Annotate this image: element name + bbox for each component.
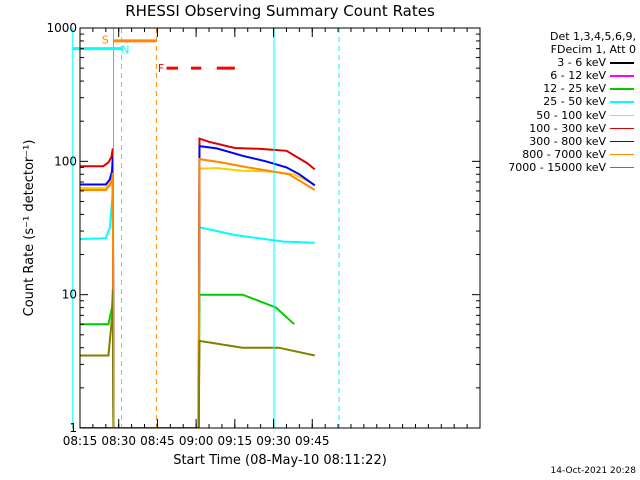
- legend-swatch: [610, 62, 634, 64]
- legend-entry-0: 3 - 6 keV: [484, 56, 636, 69]
- chart-title: RHESSI Observing Summary Count Rates: [125, 2, 435, 20]
- series-line-8: [80, 289, 316, 428]
- y-tick-label-1: 10: [62, 288, 77, 302]
- legend-swatch: [610, 127, 634, 130]
- legend-swatch: [610, 166, 634, 169]
- legend-label: 25 - 50 keV: [543, 95, 606, 109]
- y-tick-label-0: 1: [69, 421, 77, 435]
- y-axis-label: Count Rate (s⁻¹ detector⁻¹): [22, 140, 37, 317]
- legend-label: 12 - 25 keV: [543, 82, 606, 96]
- x-tick-label-1: 08:30: [101, 434, 136, 448]
- x-axis-label: Start Time (08-May-10 08:11:22): [173, 453, 387, 468]
- series-line-3: [80, 192, 315, 428]
- series-line-6: [80, 144, 316, 428]
- y-tick-label-3: 1000: [46, 21, 77, 35]
- x-tick-label-3: 09:00: [179, 434, 214, 448]
- flag-label-F: F: [158, 62, 164, 75]
- y-tick-label-2: 100: [54, 154, 77, 168]
- legend-header-line-2: FDecim 1, Att 0: [550, 43, 636, 57]
- x-tick-label-6: 09:45: [295, 434, 330, 448]
- legend-entry-6: 300 - 800 keV: [484, 135, 636, 148]
- legend-entry-4: 50 - 100 keV: [484, 109, 636, 122]
- legend-entry-2: 12 - 25 keV: [484, 82, 636, 95]
- legend-label: 100 - 300 keV: [529, 121, 606, 135]
- x-tick-label-4: 09:15: [218, 434, 253, 448]
- legend-label: 300 - 800 keV: [529, 134, 606, 148]
- x-tick-label-5: 09:30: [256, 434, 291, 448]
- legend-header-line-1: Det 1,3,4,5,6,9,: [549, 30, 636, 43]
- flag-label-N: N: [121, 43, 129, 56]
- legend-entry-7: 800 - 7000 keV: [484, 148, 636, 161]
- plot-frame: [79, 27, 481, 429]
- legend-label: 6 - 12 keV: [550, 69, 606, 83]
- x-tick-label-0: 08:15: [63, 434, 98, 448]
- legend-label: 50 - 100 keV: [536, 108, 606, 122]
- legend-entry-8: 7000 - 15000 keV: [484, 161, 636, 174]
- legend-label: 3 - 6 keV: [557, 56, 606, 70]
- flag-label-S: S: [102, 33, 109, 46]
- legend-entry-1: 6 - 12 keV: [484, 69, 636, 82]
- legend-entries: 3 - 6 keV 6 - 12 keV 12 - 25 keV 25 - 50 ke…: [484, 56, 636, 174]
- legend-swatch: [610, 101, 634, 103]
- legend-label: 800 - 7000 keV: [522, 147, 606, 161]
- footer-date: 14-Oct-2021 20:28: [550, 466, 636, 476]
- legend: Det 1,3,4,5,6,9, FDecim 1, Att 0 3 - 6 k…: [484, 30, 636, 174]
- legend-swatch: [610, 114, 634, 117]
- series-line-4: [80, 167, 316, 428]
- legend-label: 7000 - 15000 keV: [508, 160, 606, 174]
- x-tick-label-2: 08:45: [140, 434, 175, 448]
- legend-swatch: [610, 75, 634, 77]
- legend-entry-3: 25 - 50 keV: [484, 95, 636, 108]
- series-group: [80, 137, 316, 428]
- legend-swatch: [610, 88, 634, 90]
- legend-entry-5: 100 - 300 keV: [484, 122, 636, 135]
- legend-swatch: [610, 153, 634, 156]
- series-line-7: [80, 157, 316, 428]
- legend-swatch: [610, 140, 634, 143]
- series-line-2: [80, 293, 295, 428]
